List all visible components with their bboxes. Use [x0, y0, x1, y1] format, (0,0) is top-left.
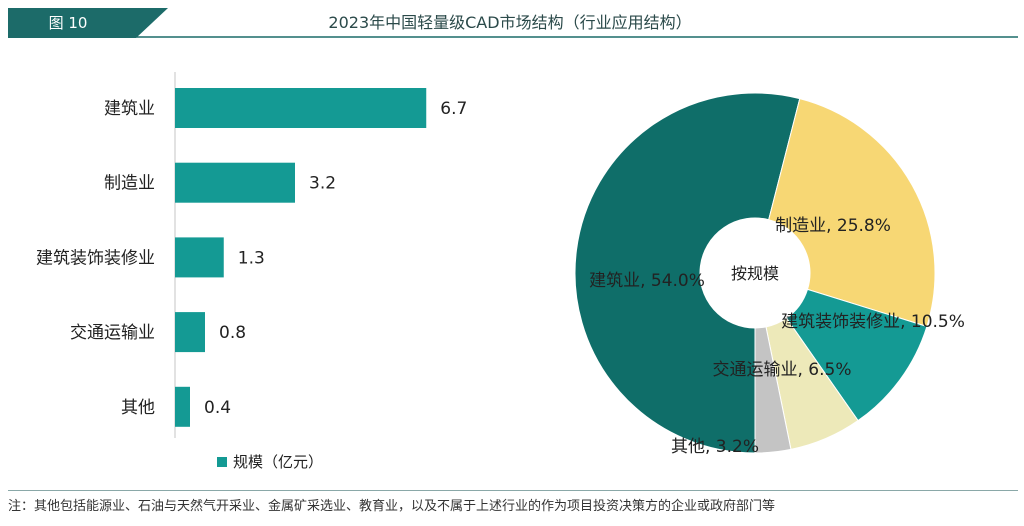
bar-value-label: 0.8: [219, 323, 246, 343]
pie-data-label: 制造业, 25.8%: [775, 216, 891, 236]
bar-value-label: 1.3: [238, 248, 265, 268]
bar-4: [175, 312, 205, 353]
pie-data-label: 建筑装饰装修业, 10.5%: [781, 312, 965, 332]
pie-data-label: 其他, 3.2%: [671, 437, 759, 457]
bar-category-label: 交通运输业: [70, 323, 155, 343]
legend-label: 规模（亿元）: [233, 453, 323, 471]
bar-5: [175, 386, 190, 427]
pie-slice-3: [785, 288, 928, 422]
figure-title: 2023年中国轻量级CAD市场结构（行业应用结构）: [328, 13, 692, 32]
bar-value-label: 6.7: [440, 99, 467, 119]
note-divider: [8, 490, 1018, 491]
bar-value-label: 0.4: [204, 398, 231, 418]
pie-data-label: 建筑业, 54.0%: [589, 271, 705, 291]
pie-slice-2: [768, 98, 936, 328]
bar-1: [175, 88, 427, 128]
bar-category-label: 建筑装饰装修业: [36, 248, 155, 268]
legend-swatch: [217, 457, 227, 467]
bar-category-label: 建筑业: [104, 99, 155, 119]
header-bar: [8, 8, 1018, 38]
header-tab: [8, 8, 168, 38]
bar-category-label: 其他: [121, 398, 155, 418]
pie-slice-1: [574, 92, 801, 454]
bar-3: [175, 237, 224, 278]
bar-2: [175, 162, 295, 203]
bar-value-label: 3.2: [309, 174, 336, 194]
pie-data-label: 交通运输业, 6.5%: [713, 360, 852, 380]
footnote: 注：其他包括能源业、石油与天然气开采业、金属矿采选业、教育业，以及不属于上述行业…: [8, 499, 776, 514]
bar-category-label: 制造业: [104, 174, 155, 194]
pie-slice-5: [754, 326, 792, 454]
pie-center-label: 按规模: [731, 264, 779, 283]
figure-tag: 图 10: [48, 14, 88, 32]
